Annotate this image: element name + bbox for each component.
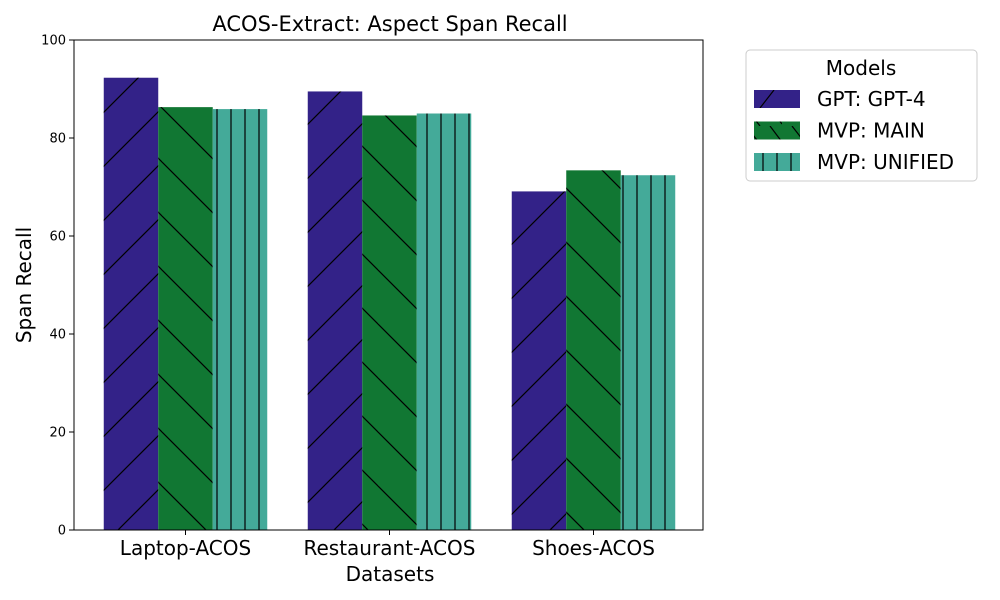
bar-hatch-2-2: [362, 115, 417, 531]
y-tick-label: 100: [41, 34, 66, 49]
bar-hatch-3-1: [212, 109, 268, 530]
y-tick-label: 20: [49, 426, 66, 441]
legend: Models GPT: GPT-4 MVP: MAIN MVP: UNIFIED: [745, 49, 978, 182]
bar-hatch-3-3: [620, 175, 676, 531]
y-tick-label: 80: [49, 132, 66, 147]
bar-hatch-1-1: [103, 77, 159, 530]
legend-label: GPT: GPT-4: [817, 87, 926, 111]
x-axis-label: Datasets: [346, 562, 435, 586]
x-tick-label: Shoes-ACOS: [532, 536, 655, 560]
chart-title: ACOS-Extract: Aspect Span Recall: [212, 12, 567, 36]
y-tick-label: 0: [58, 524, 66, 539]
legend-swatch-hatch: [754, 153, 800, 171]
legend-swatch-hatch: [754, 90, 800, 108]
x-tick-label: Restaurant-ACOS: [303, 536, 475, 560]
bar-hatch-2-3: [566, 170, 621, 530]
x-axis: Laptop-ACOS Restaurant-ACOS Shoes-ACOS: [120, 530, 655, 560]
plot-frame: [73, 39, 704, 531]
legend-frame: [745, 49, 978, 182]
bar-hatch-3-2: [416, 113, 472, 530]
y-tick-label: 60: [49, 230, 66, 245]
y-axis: 0 20 40 60 80 100: [41, 34, 74, 539]
legend-label: MVP: UNIFIED: [817, 150, 954, 174]
legend-label: MVP: MAIN: [817, 119, 925, 143]
bar-hatch-1-2: [307, 91, 363, 530]
legend-swatch-hatch: [754, 121, 800, 140]
bars-group: [103, 77, 676, 531]
legend-title: Models: [826, 56, 896, 80]
y-axis-label: Span Recall: [12, 227, 36, 343]
bar-hatch-1-3: [511, 191, 567, 530]
x-tick-label: Laptop-ACOS: [120, 536, 251, 560]
bar-hatch-2-1: [158, 107, 213, 530]
y-tick-label: 40: [49, 328, 66, 343]
